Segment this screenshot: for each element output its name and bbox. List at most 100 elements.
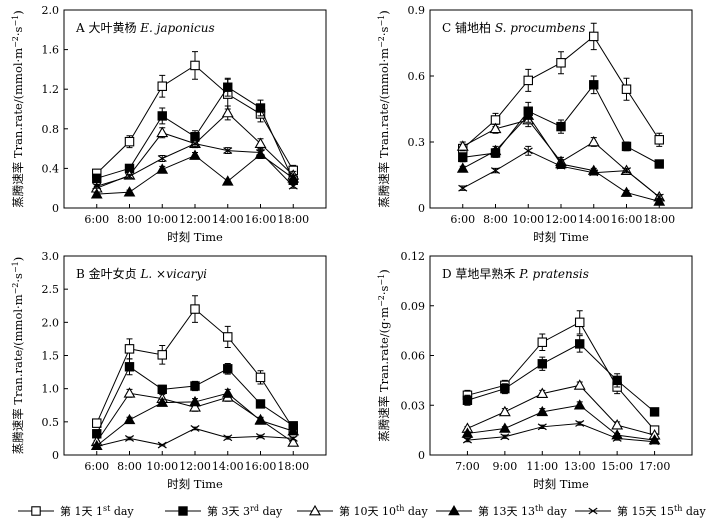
data-point	[458, 152, 468, 163]
data-point	[461, 427, 474, 438]
data-point	[620, 186, 633, 197]
y-tick-label: 0.3	[408, 136, 426, 149]
data-point	[189, 149, 201, 160]
series-4	[90, 387, 300, 451]
data-point	[223, 332, 233, 342]
x-tick-label: 18:00	[277, 460, 309, 473]
data-point	[124, 434, 135, 442]
legend-item: 第 15天 15th day	[575, 504, 706, 519]
legend-label: 第 10天 10th day	[339, 504, 428, 519]
panel-b: 0 0.5 1.0 1.5 2.0 2.5 3.0 6:00 8:00 10:00 12:00 14:…	[11, 250, 327, 491]
data-point	[255, 372, 266, 383]
data-point	[456, 162, 469, 173]
panel-title: C 铺地柏 S. procumbens	[442, 20, 585, 35]
series-3	[90, 105, 300, 193]
data-point	[223, 434, 233, 442]
series-2	[92, 77, 298, 185]
data-point	[287, 172, 300, 183]
data-point	[190, 425, 200, 432]
data-point	[157, 441, 167, 449]
data-point	[255, 432, 266, 440]
data-point	[574, 317, 585, 328]
y-tick-label: 0.8	[42, 123, 60, 136]
y-tick-label: 0	[52, 449, 59, 462]
x-tick-label: 10:00	[146, 213, 178, 226]
x-tick-label: 16:00	[611, 213, 643, 226]
data-point	[523, 75, 533, 86]
data-point	[157, 111, 167, 121]
data-point	[254, 137, 267, 148]
legend-item: 第 10天 10th day	[297, 504, 428, 519]
y-tick-label: 2.0	[42, 4, 60, 17]
y-tick-label: 1.5	[42, 350, 60, 363]
x-axis-title: 时刻 Time	[533, 477, 589, 491]
data-point	[124, 344, 135, 354]
data-point	[255, 103, 266, 113]
y-axis-title: 蒸腾速率 Tran.rate/(g·m−2·s−1)	[377, 269, 392, 441]
data-point	[556, 58, 566, 68]
data-point	[123, 387, 136, 398]
x-tick-label: 16:00	[245, 213, 277, 226]
data-point	[92, 173, 102, 184]
y-axis-title: 蒸腾速率 Tran.rate/(mmol·m−2·s−1)	[11, 257, 26, 455]
data-point	[536, 387, 549, 398]
panel-title: A 大叶黄杨 E. japonicus	[75, 20, 215, 35]
legend: 第 1天 1st day 第 3天 3rd day 第 10天 10th day 第 …	[18, 504, 706, 519]
y-tick-label: 3.0	[42, 250, 60, 263]
data-point	[223, 364, 233, 374]
data-point	[157, 155, 167, 162]
panels: 00.40.81.21.62.06:00 8:00 10:00 12:00 14:00 1…	[11, 4, 693, 491]
x-tick-label: 18:00	[277, 213, 309, 226]
data-point	[190, 60, 200, 71]
panel-title: B 金叶女贞 L. ×vicaryi	[76, 266, 207, 281]
data-point	[536, 405, 549, 417]
panel-title: D 草地早熟禾 P. pratensis	[442, 266, 589, 281]
data-point	[157, 384, 167, 395]
legend-marker	[178, 506, 188, 516]
data-point	[490, 167, 501, 175]
y-tick-label: 0.09	[401, 300, 426, 313]
data-point	[90, 188, 103, 199]
legend-label: 第 3天 3rd day	[207, 504, 283, 519]
data-point	[589, 169, 599, 177]
data-point	[498, 405, 511, 417]
panel-c: 0 0.3 0.6 0.9 6:00 8:00 10:00 12:00 14:00 16:00 18…	[377, 4, 693, 244]
plot-frame	[429, 9, 693, 209]
data-point	[288, 434, 298, 442]
data-point	[649, 407, 660, 417]
legend-item: 第 1天 1st day	[18, 504, 134, 518]
series-line	[467, 422, 655, 443]
y-tick-label: 2.0	[42, 316, 60, 329]
data-point	[653, 195, 666, 206]
x-tick-label: 18:00	[643, 213, 675, 226]
x-tick-label: 6:00	[450, 213, 475, 226]
x-tick-label: 8:00	[117, 460, 142, 473]
series-1	[92, 295, 298, 434]
data-point	[621, 167, 632, 175]
series-line	[467, 343, 655, 413]
data-point	[500, 383, 510, 394]
y-tick-label: 0	[418, 202, 425, 215]
data-point	[190, 140, 200, 148]
x-tick-label: 8:00	[483, 213, 508, 226]
data-point	[92, 442, 102, 450]
data-point	[587, 135, 600, 147]
data-point	[190, 381, 200, 391]
data-point	[223, 147, 233, 155]
data-point	[462, 395, 473, 405]
series-1	[462, 310, 660, 435]
legend-label: 第 15天 15th day	[617, 504, 706, 519]
plot-frame	[63, 255, 327, 456]
data-point	[157, 350, 168, 360]
x-tick-label: 6:00	[84, 213, 109, 226]
data-point	[156, 126, 169, 138]
data-point	[189, 401, 201, 412]
x-tick-label: 12:00	[545, 213, 577, 226]
panel-a: 00.40.81.21.62.06:00 8:00 10:00 12:00 14:00 1…	[11, 4, 327, 244]
x-tick-label: 8:00	[117, 213, 142, 226]
series-4	[461, 399, 661, 445]
series-5	[92, 425, 298, 450]
x-tick-label: 14:00	[578, 213, 610, 226]
panel-d: 0 0.03 0.06 0.09 0.12 7:00 9:00 11:00 13:00 15:00…	[377, 250, 693, 491]
